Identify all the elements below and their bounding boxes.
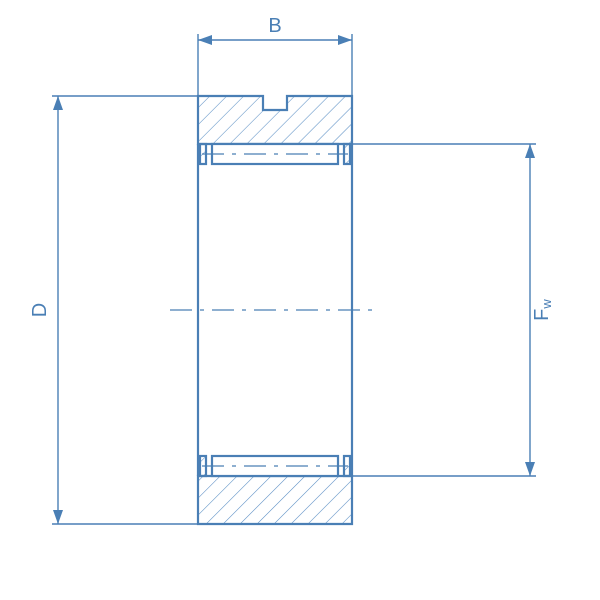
arrowhead bbox=[338, 35, 352, 45]
section-top bbox=[198, 96, 352, 144]
bearing-cross-section-drawing: B D Fw bbox=[0, 0, 600, 600]
dim-B-label: B bbox=[268, 15, 281, 37]
arrowhead bbox=[198, 35, 212, 45]
dim-Fw-label: Fw bbox=[531, 299, 554, 321]
section-bottom bbox=[198, 476, 352, 524]
dim-D-label: D bbox=[29, 303, 51, 317]
arrowhead bbox=[525, 144, 535, 158]
arrowhead bbox=[525, 462, 535, 476]
arrowhead bbox=[53, 510, 63, 524]
arrowhead bbox=[53, 96, 63, 110]
